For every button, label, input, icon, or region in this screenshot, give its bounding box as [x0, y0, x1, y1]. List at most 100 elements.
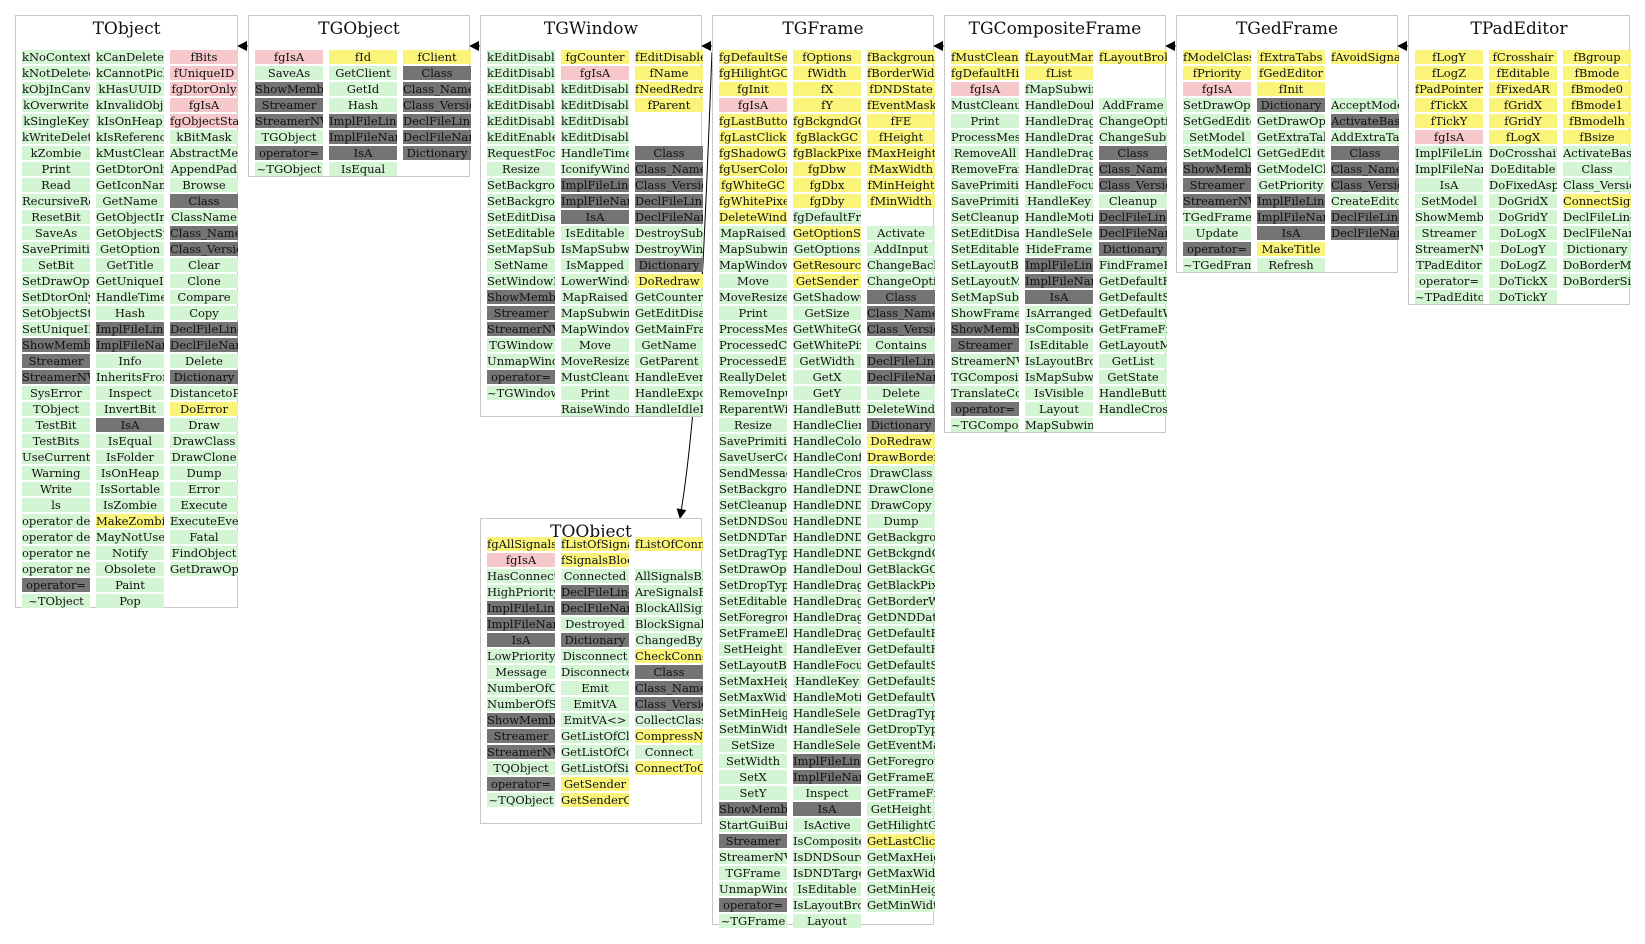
member-cell[interactable]: AllSignalsBlocked	[635, 569, 703, 583]
member-cell[interactable]: kSingleKey	[22, 114, 90, 128]
member-cell[interactable]: GetClient	[329, 66, 397, 80]
member-cell[interactable]: fgLastButton	[719, 114, 787, 128]
member-cell[interactable]: TGWindow	[487, 338, 555, 352]
member-cell[interactable]: SetEditable	[719, 594, 787, 608]
member-cell[interactable]: Streamer	[487, 306, 555, 320]
member-cell[interactable]: HandleDNDLeave	[793, 530, 861, 544]
member-cell[interactable]: GetMinHeight	[867, 882, 935, 896]
member-cell[interactable]: fEventMask	[867, 98, 935, 112]
member-cell[interactable]: Streamer	[255, 98, 323, 112]
member-cell[interactable]: fBmodelh	[1563, 114, 1631, 128]
member-cell[interactable]: SetGedEditor	[1183, 114, 1251, 128]
member-cell[interactable]: ResetBit	[22, 210, 90, 224]
member-cell[interactable]: SetLayoutManager	[951, 274, 1019, 288]
member-cell[interactable]: Class_Version	[1331, 178, 1399, 192]
member-cell[interactable]: AddExtraTab	[1331, 130, 1399, 144]
member-cell[interactable]: fgAllSignalsBlocked	[487, 537, 555, 551]
member-cell[interactable]: IsEqual	[329, 162, 397, 176]
member-cell[interactable]: GetWhitePixel	[793, 338, 861, 352]
member-cell[interactable]: SetCleanup	[951, 210, 1019, 224]
member-cell[interactable]: fGridX	[1489, 98, 1557, 112]
member-cell[interactable]: Info	[96, 354, 164, 368]
member-cell[interactable]: GetSender	[561, 777, 629, 791]
member-cell[interactable]: ~TObject	[22, 594, 90, 608]
member-cell[interactable]: GetFrameFromPoint	[867, 786, 935, 800]
member-cell[interactable]: Connected	[561, 569, 629, 583]
member-cell[interactable]: Class	[1331, 146, 1399, 160]
member-cell[interactable]: Streamer	[951, 338, 1019, 352]
member-cell[interactable]: ProcessMessage	[951, 130, 1019, 144]
member-cell[interactable]: DrawBorder	[867, 450, 935, 464]
member-cell[interactable]: kObjInCanvas	[22, 82, 90, 96]
member-cell[interactable]: Hash	[96, 306, 164, 320]
member-cell[interactable]: IsVisible	[1025, 386, 1093, 400]
member-cell[interactable]: Destroyed	[561, 617, 629, 631]
member-cell[interactable]: InheritsFrom	[96, 370, 164, 384]
member-cell[interactable]: GetDrawOption	[170, 562, 238, 576]
member-cell[interactable]: GetBlackPixel	[867, 578, 935, 592]
member-cell[interactable]: fgDefaultHints	[951, 66, 1019, 80]
member-cell[interactable]: DoTickY	[1489, 290, 1557, 304]
member-cell[interactable]: Print	[22, 162, 90, 176]
member-cell[interactable]: CollectClassSignalLists	[635, 713, 703, 727]
member-cell[interactable]: fMapSubwindows	[1025, 82, 1093, 96]
member-cell[interactable]: HandleSelectionClear	[793, 722, 861, 736]
member-cell[interactable]: fgBlackGC	[793, 130, 861, 144]
member-cell[interactable]: HandleClientMessage	[793, 418, 861, 432]
member-cell[interactable]: DeclFileLine	[1331, 210, 1399, 224]
member-cell[interactable]: GetListOfConnections	[561, 745, 629, 759]
member-cell[interactable]: GetForeground	[867, 754, 935, 768]
member-cell[interactable]: DestroySubwindows	[635, 226, 703, 240]
member-cell[interactable]: InvertBit	[96, 402, 164, 416]
member-cell[interactable]: GetState	[1099, 370, 1167, 384]
member-cell[interactable]: kEditDisableBtnEnable	[561, 98, 629, 112]
member-cell[interactable]: SetEditDisabled	[487, 210, 555, 224]
member-cell[interactable]: Message	[487, 665, 555, 679]
member-cell[interactable]: RemoveFrame	[951, 162, 1019, 176]
member-cell[interactable]: ls	[22, 498, 90, 512]
member-cell[interactable]: ProcessMessage	[719, 322, 787, 336]
member-cell[interactable]: kEditDisable	[561, 82, 629, 96]
member-cell[interactable]: LowPriority	[487, 649, 555, 663]
member-cell[interactable]: Browse	[170, 178, 238, 192]
member-cell[interactable]: SetEditDisabled	[951, 226, 1019, 240]
member-cell[interactable]: fGedEditor	[1257, 66, 1325, 80]
member-cell[interactable]: GetBorderWidth	[867, 594, 935, 608]
member-cell[interactable]: GetDefaultWidth	[1099, 306, 1167, 320]
member-cell[interactable]: TGCompositeFrame	[951, 370, 1019, 384]
member-cell[interactable]: LowerWindow	[561, 274, 629, 288]
member-cell[interactable]: fMaxHeight	[867, 146, 935, 160]
member-cell[interactable]: Class_Version	[1099, 178, 1167, 192]
member-cell[interactable]: fgShadowGC	[719, 146, 787, 160]
member-cell[interactable]: MapRaised	[561, 290, 629, 304]
member-cell[interactable]: GetEditDisabled	[635, 306, 703, 320]
member-cell[interactable]: DoRedraw	[635, 274, 703, 288]
class-box-tpadeditor[interactable]: TPadEditor fLogY fLogZ fPadPointer fTickX fTi…	[1408, 15, 1631, 305]
member-cell[interactable]: fgDefaultFrameBackground	[793, 210, 861, 224]
member-cell[interactable]: Class_Name	[1331, 162, 1399, 176]
member-cell[interactable]: fLayoutBroken	[1099, 50, 1167, 64]
member-cell[interactable]: DistancetoPrimitive	[170, 386, 238, 400]
member-cell[interactable]: NumberOfConnections	[487, 681, 555, 695]
member-cell[interactable]: FindObject	[170, 546, 238, 560]
member-cell[interactable]: HandleTimer	[96, 290, 164, 304]
member-cell[interactable]: ChangeOptions	[1099, 114, 1167, 128]
member-cell[interactable]: StreamerNVirtual	[487, 745, 555, 759]
member-cell[interactable]: SavePrimitive	[951, 178, 1019, 192]
member-cell[interactable]: Copy	[170, 306, 238, 320]
member-cell[interactable]: DeclFileLine	[403, 114, 471, 128]
member-cell[interactable]: GetList	[1099, 354, 1167, 368]
member-cell[interactable]: BlockSignals	[635, 617, 703, 631]
member-cell[interactable]: ChangedBy	[635, 633, 703, 647]
member-cell[interactable]: Class_Version	[170, 242, 238, 256]
member-cell[interactable]: GetListOfSignals	[561, 761, 629, 775]
member-cell[interactable]: fLogX	[1489, 130, 1557, 144]
member-cell[interactable]: Delete	[170, 354, 238, 368]
member-cell[interactable]: GetDefaultWidth	[867, 690, 935, 704]
member-cell[interactable]: ~TGCompositeFrame	[951, 418, 1019, 432]
class-box-tgobject[interactable]: TGObject fgIsA SaveAs ShowMembers Streamer St…	[248, 15, 471, 177]
member-cell[interactable]: SetModelClass	[1183, 146, 1251, 160]
member-cell[interactable]: HandleSelection	[1025, 226, 1093, 240]
member-cell[interactable]: SaveAs	[22, 226, 90, 240]
member-cell[interactable]: GetResourcePool	[793, 258, 861, 272]
